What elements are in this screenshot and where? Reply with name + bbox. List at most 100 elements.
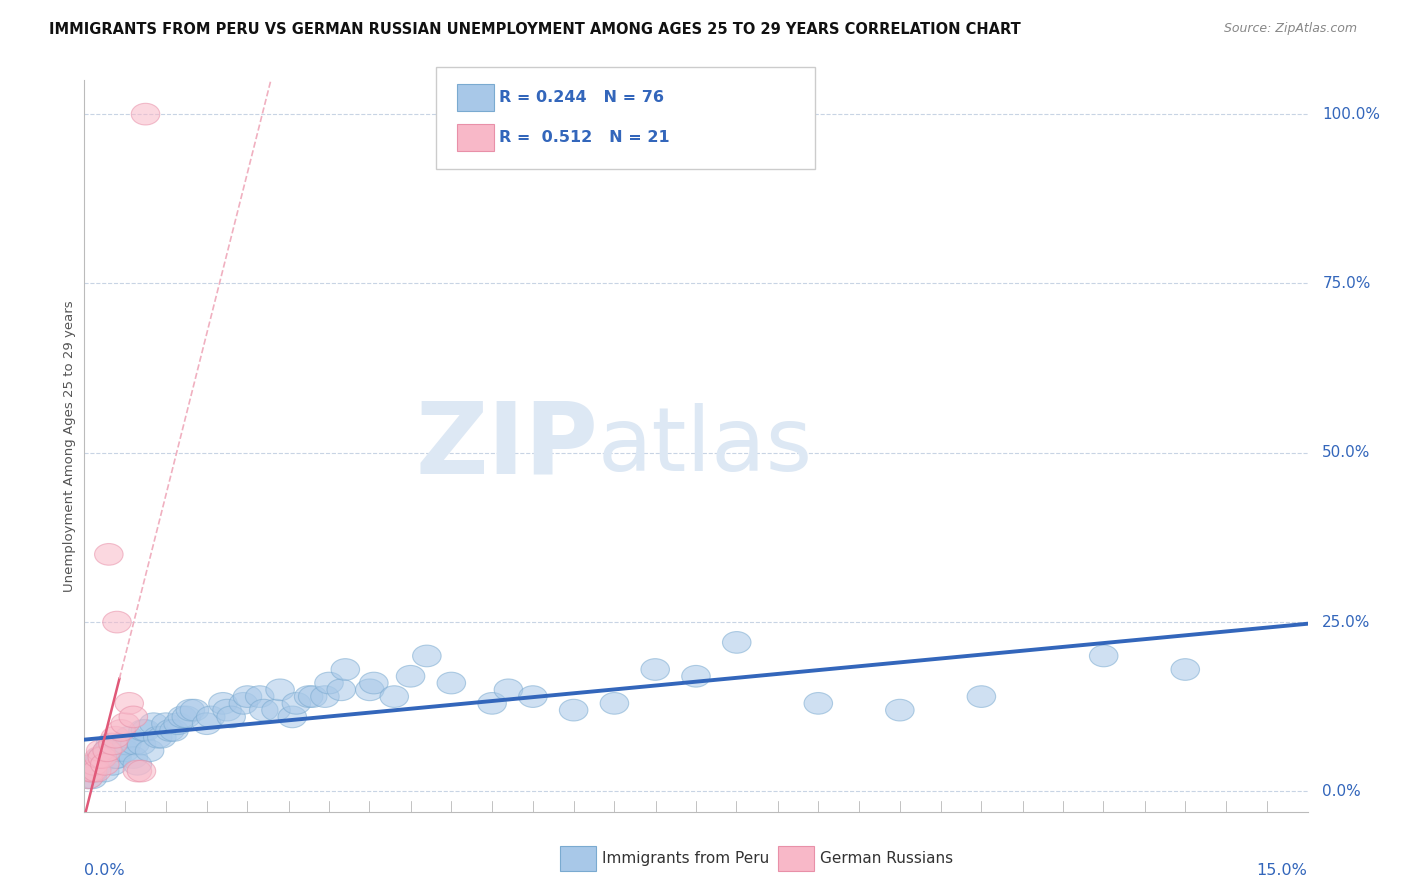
Ellipse shape — [167, 706, 197, 728]
Ellipse shape — [278, 706, 307, 728]
Text: R =  0.512   N = 21: R = 0.512 N = 21 — [499, 130, 669, 145]
Ellipse shape — [127, 760, 156, 782]
Ellipse shape — [80, 760, 108, 782]
Ellipse shape — [600, 692, 628, 714]
Ellipse shape — [152, 713, 180, 734]
Ellipse shape — [98, 733, 127, 755]
Ellipse shape — [1090, 645, 1118, 667]
Ellipse shape — [93, 740, 121, 762]
Ellipse shape — [86, 740, 115, 762]
Ellipse shape — [311, 686, 339, 707]
Text: Source: ZipAtlas.com: Source: ZipAtlas.com — [1223, 22, 1357, 36]
Ellipse shape — [208, 692, 238, 714]
Ellipse shape — [180, 699, 208, 721]
Ellipse shape — [330, 658, 360, 681]
Ellipse shape — [104, 740, 134, 762]
Text: 25.0%: 25.0% — [1322, 615, 1371, 630]
Ellipse shape — [266, 679, 294, 700]
Ellipse shape — [90, 760, 120, 782]
Ellipse shape — [315, 673, 343, 694]
Ellipse shape — [84, 747, 114, 768]
Ellipse shape — [160, 720, 188, 741]
Ellipse shape — [437, 673, 465, 694]
Text: atlas: atlas — [598, 402, 813, 490]
Ellipse shape — [76, 760, 105, 782]
Ellipse shape — [75, 767, 103, 789]
Ellipse shape — [107, 720, 135, 741]
Ellipse shape — [249, 699, 278, 721]
Ellipse shape — [84, 754, 114, 775]
Ellipse shape — [135, 740, 165, 762]
Ellipse shape — [127, 733, 156, 755]
Ellipse shape — [89, 747, 117, 768]
Ellipse shape — [360, 673, 388, 694]
Ellipse shape — [80, 754, 108, 775]
Text: R = 0.244   N = 76: R = 0.244 N = 76 — [499, 90, 664, 104]
Ellipse shape — [356, 679, 384, 700]
Ellipse shape — [86, 747, 115, 768]
Ellipse shape — [94, 543, 124, 566]
Ellipse shape — [139, 713, 167, 734]
Ellipse shape — [682, 665, 710, 687]
Ellipse shape — [98, 754, 127, 775]
Ellipse shape — [83, 760, 111, 782]
Ellipse shape — [328, 679, 356, 700]
Ellipse shape — [197, 706, 225, 728]
Ellipse shape — [804, 692, 832, 714]
Ellipse shape — [124, 760, 152, 782]
Ellipse shape — [217, 706, 246, 728]
Ellipse shape — [112, 733, 141, 755]
Ellipse shape — [129, 720, 157, 741]
Ellipse shape — [172, 706, 201, 728]
Ellipse shape — [111, 740, 139, 762]
Text: German Russians: German Russians — [820, 851, 953, 865]
Text: ZIP: ZIP — [415, 398, 598, 494]
Text: 15.0%: 15.0% — [1257, 863, 1308, 878]
Ellipse shape — [101, 747, 129, 768]
Ellipse shape — [560, 699, 588, 721]
Ellipse shape — [120, 706, 148, 728]
Ellipse shape — [90, 754, 120, 775]
Ellipse shape — [519, 686, 547, 707]
Ellipse shape — [79, 760, 107, 782]
Ellipse shape — [283, 692, 311, 714]
Ellipse shape — [103, 747, 131, 768]
Ellipse shape — [294, 686, 323, 707]
Ellipse shape — [478, 692, 506, 714]
Ellipse shape — [121, 733, 149, 755]
Ellipse shape — [89, 747, 117, 768]
Ellipse shape — [124, 754, 152, 775]
Ellipse shape — [233, 686, 262, 707]
Ellipse shape — [176, 699, 205, 721]
Ellipse shape — [143, 726, 172, 748]
Ellipse shape — [641, 658, 669, 681]
Ellipse shape — [262, 699, 290, 721]
Ellipse shape — [494, 679, 523, 700]
Text: Immigrants from Peru: Immigrants from Peru — [602, 851, 769, 865]
Ellipse shape — [967, 686, 995, 707]
Ellipse shape — [165, 713, 193, 734]
Ellipse shape — [111, 713, 139, 734]
Text: 100.0%: 100.0% — [1322, 107, 1381, 121]
Ellipse shape — [148, 726, 176, 748]
Ellipse shape — [246, 686, 274, 707]
Ellipse shape — [412, 645, 441, 667]
Text: IMMIGRANTS FROM PERU VS GERMAN RUSSIAN UNEMPLOYMENT AMONG AGES 25 TO 29 YEARS CO: IMMIGRANTS FROM PERU VS GERMAN RUSSIAN U… — [49, 22, 1021, 37]
Ellipse shape — [396, 665, 425, 687]
Ellipse shape — [380, 686, 409, 707]
Ellipse shape — [93, 740, 121, 762]
Text: 75.0%: 75.0% — [1322, 276, 1371, 291]
Ellipse shape — [107, 733, 135, 755]
Ellipse shape — [79, 767, 107, 789]
Ellipse shape — [229, 692, 257, 714]
Ellipse shape — [101, 726, 129, 748]
Ellipse shape — [115, 726, 143, 748]
Ellipse shape — [120, 747, 148, 768]
Ellipse shape — [131, 720, 160, 741]
Ellipse shape — [75, 767, 103, 789]
Text: 0.0%: 0.0% — [1322, 784, 1361, 799]
Ellipse shape — [115, 692, 143, 714]
Ellipse shape — [94, 740, 124, 762]
Ellipse shape — [212, 699, 242, 721]
Text: 0.0%: 0.0% — [84, 863, 125, 878]
